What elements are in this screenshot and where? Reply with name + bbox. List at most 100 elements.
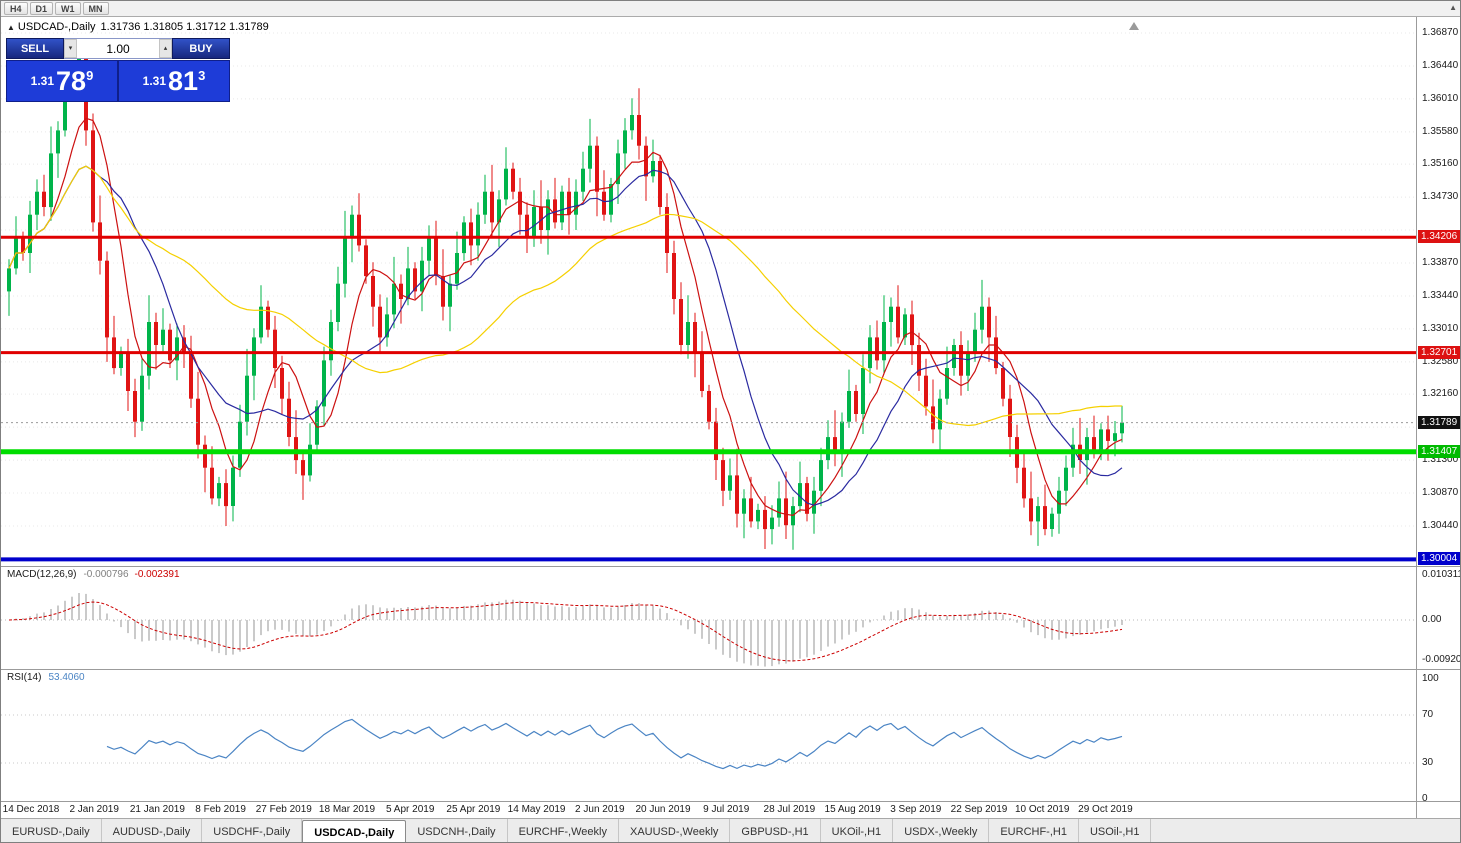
date-label: 25 Apr 2019 xyxy=(446,804,501,815)
price-tick-label: 1.32580 xyxy=(1422,355,1459,367)
tf-button-d1[interactable]: D1 xyxy=(29,2,54,15)
date-label: 5 Apr 2019 xyxy=(386,804,435,815)
rsi-line xyxy=(106,718,1123,770)
rsi-axis-label: 0 xyxy=(1422,793,1428,804)
tf-button-mn[interactable]: MN xyxy=(82,2,109,15)
macd-axis-label: -0.009203 xyxy=(1422,654,1461,666)
volume-decrease-button[interactable]: ▾ xyxy=(64,39,77,58)
buy-price-prefix: 1.31 xyxy=(142,74,167,88)
rsi-name: RSI(14) xyxy=(7,672,42,683)
date-label: 10 Oct 2019 xyxy=(1014,804,1070,815)
price-tick-label: 1.34730 xyxy=(1422,191,1459,203)
buy-price-big: 81 xyxy=(168,65,199,96)
time-axis[interactable]: 14 Dec 2018 2 Jan 2019 21 Jan 2019 8 Feb 20… xyxy=(1,802,1416,818)
price-tick-label: 1.30440 xyxy=(1422,519,1459,531)
price-tick-label: 1.36870 xyxy=(1422,27,1459,38)
chart-shift-marker-icon[interactable] xyxy=(1129,22,1139,30)
sell-button[interactable]: SELL xyxy=(6,38,64,59)
sell-price-prefix: 1.31 xyxy=(30,74,55,88)
sell-price-button[interactable]: 1.31 78 9 xyxy=(7,61,117,101)
macd-value: -0.000796 xyxy=(83,569,129,580)
chart-tab-usdx-weekly[interactable]: USDX-,Weekly xyxy=(893,819,990,842)
price-badge: 1.31407 xyxy=(1418,444,1460,458)
price-tick-label: 1.35160 xyxy=(1422,158,1459,170)
chart-symbol-label: USDCAD-,Daily xyxy=(17,21,96,33)
chart-tab-audusd-daily[interactable]: AUDUSD-,Daily xyxy=(102,819,203,842)
tf-button-w1[interactable]: W1 xyxy=(55,2,81,15)
macd-name: MACD(12,26,9) xyxy=(7,569,77,580)
date-label: 22 Sep 2019 xyxy=(950,804,1008,815)
price-tick-label: 1.35580 xyxy=(1422,125,1459,137)
macd-label: MACD(12,26,9) -0.000796 -0.002391 xyxy=(7,569,180,580)
price-tick-label: 1.33440 xyxy=(1422,289,1459,301)
date-label: 21 Jan 2019 xyxy=(129,804,185,815)
price-tick-label: 1.36010 xyxy=(1422,92,1459,104)
chart-title: ▲ USDCAD-,Daily 1.31736 1.31805 1.31712 1.… xyxy=(7,21,269,33)
macd-signal-line xyxy=(8,601,1123,662)
candlesticks xyxy=(7,39,1124,550)
one-click-collapse-icon[interactable]: ▲ xyxy=(7,23,15,32)
buy-button[interactable]: BUY xyxy=(172,38,230,59)
rsi-indicator-panel[interactable] xyxy=(1,670,1416,801)
price-tick-label: 1.30870 xyxy=(1422,487,1459,499)
chart-tab-gbpusd-h1[interactable]: GBPUSD-,H1 xyxy=(730,819,821,842)
main-price-chart[interactable] xyxy=(1,17,1416,566)
date-label: 15 Aug 2019 xyxy=(824,804,881,815)
one-click-trading-panel: SELL ▾ ▴ BUY 1.31 78 9 1.31 81 3 xyxy=(6,38,230,102)
date-label: 28 Jul 2019 xyxy=(763,804,816,815)
macd-axis-label: 0.010311 xyxy=(1422,569,1461,580)
chart-tab-bar: EURUSD-,Daily AUDUSD-,Daily USDCHF-,Daily U… xyxy=(1,818,1460,842)
timeframe-toolbar: H4 D1 W1 MN ▲ xyxy=(1,1,1460,17)
rsi-axis-label: 70 xyxy=(1422,709,1434,720)
moving-average-40 xyxy=(8,165,1122,427)
volume-input[interactable] xyxy=(77,39,159,58)
date-label: 2 Jun 2019 xyxy=(575,804,625,815)
macd-indicator-panel[interactable] xyxy=(1,567,1416,669)
date-label: 14 May 2019 xyxy=(507,804,566,815)
sell-price-pip: 9 xyxy=(86,68,94,83)
chart-tab-usoil-h1[interactable]: USOil-,H1 xyxy=(1079,819,1152,842)
price-tick-label: 1.31300 xyxy=(1422,454,1459,466)
scroll-up-icon[interactable]: ▲ xyxy=(1449,3,1457,12)
panel-divider xyxy=(1,801,1460,802)
date-label: 18 Mar 2019 xyxy=(318,804,376,815)
volume-increase-button[interactable]: ▴ xyxy=(159,39,172,58)
chart-tab-ukoil-h1[interactable]: UKOil-,H1 xyxy=(821,819,894,842)
rsi-axis-label: 30 xyxy=(1422,757,1434,768)
chart-tab-usdchf-daily[interactable]: USDCHF-,Daily xyxy=(202,819,303,842)
date-label: 2 Jan 2019 xyxy=(69,804,119,815)
moving-average-7 xyxy=(8,117,1123,517)
price-axis[interactable]: 1.36870 1.36440 1.36010 1.35580 1.35160 1.347… xyxy=(1416,17,1461,818)
macd-signal-value: -0.002391 xyxy=(134,569,180,580)
price-tick-label: 1.33010 xyxy=(1422,322,1459,334)
panel-divider[interactable] xyxy=(1,566,1460,567)
trade-controls-row: SELL ▾ ▴ BUY xyxy=(6,38,230,59)
rsi-axis-label: 100 xyxy=(1422,673,1439,684)
trade-prices-row: 1.31 78 9 1.31 81 3 xyxy=(6,60,230,102)
price-tick-label: 1.33870 xyxy=(1422,257,1459,268)
price-badge: 1.32701 xyxy=(1418,345,1460,359)
macd-histogram xyxy=(15,593,1123,667)
price-badge: 1.31789 xyxy=(1418,415,1460,429)
price-tick-label: 1.36440 xyxy=(1422,59,1459,71)
price-badge: 1.34206 xyxy=(1418,230,1460,244)
sell-price-big: 78 xyxy=(56,65,87,96)
chart-tab-eurusd-daily[interactable]: EURUSD-,Daily xyxy=(1,819,102,842)
chart-tab-eurchf-h1[interactable]: EURCHF-,H1 xyxy=(989,819,1079,842)
date-label: 8 Feb 2019 xyxy=(195,804,246,815)
chart-tab-eurchf-weekly[interactable]: EURCHF-,Weekly xyxy=(508,819,619,842)
date-label: 9 Jul 2019 xyxy=(703,804,750,815)
price-badge: 1.30004 xyxy=(1418,552,1460,566)
tf-button-h4[interactable]: H4 xyxy=(4,2,28,15)
buy-price-button[interactable]: 1.31 81 3 xyxy=(119,61,229,101)
rsi-value: 53.4060 xyxy=(48,672,85,683)
chart-tab-usdcad-daily[interactable]: USDCAD-,Daily xyxy=(302,820,407,842)
date-label: 3 Sep 2019 xyxy=(890,804,942,815)
chart-tab-xauusd-weekly[interactable]: XAUUSD-,Weekly xyxy=(619,819,731,842)
rsi-label: RSI(14) 53.4060 xyxy=(7,672,85,683)
price-tick-label: 1.32160 xyxy=(1422,388,1459,400)
buy-price-pip: 3 xyxy=(198,68,206,83)
panel-divider[interactable] xyxy=(1,669,1460,670)
chart-tab-usdcnh-daily[interactable]: USDCNH-,Daily xyxy=(406,819,508,842)
